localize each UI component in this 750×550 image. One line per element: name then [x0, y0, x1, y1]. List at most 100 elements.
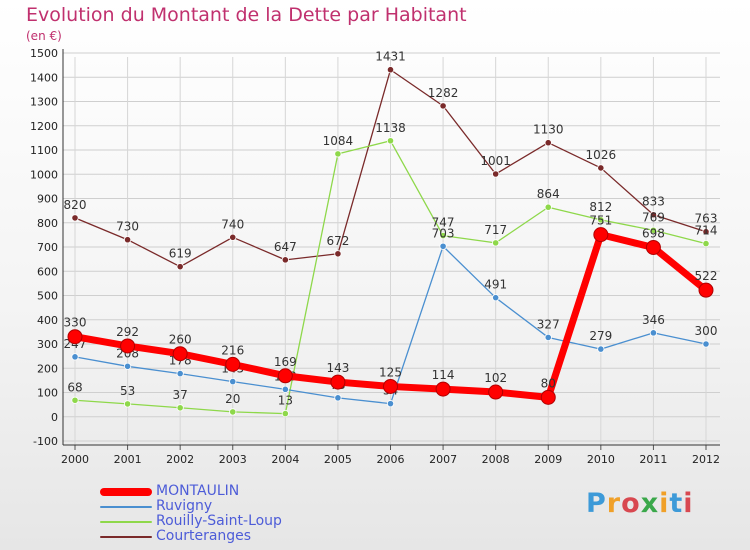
data-label: 1282: [428, 86, 459, 100]
data-point: [492, 170, 500, 178]
y-tick-label: 1400: [30, 71, 58, 84]
data-point: [386, 66, 395, 74]
data-point: [544, 333, 552, 342]
data-label: 1084: [323, 134, 354, 148]
legend-item: Ruvigny: [100, 499, 282, 514]
data-point: [229, 377, 237, 386]
data-label: 20: [225, 392, 240, 406]
data-label: 730: [116, 220, 139, 234]
data-point: [593, 227, 609, 243]
data-label: 714: [695, 224, 718, 238]
legend-item: MONTAULIN: [100, 484, 282, 499]
x-tick-label: 2010: [587, 453, 615, 466]
data-label: 1138: [375, 121, 406, 135]
data-label: 522: [695, 269, 718, 283]
data-point: [488, 384, 504, 400]
data-point: [71, 353, 79, 361]
data-label: 330: [64, 316, 87, 330]
data-point: [120, 338, 136, 354]
data-point: [645, 239, 661, 255]
data-point: [540, 389, 556, 405]
y-tick-label: 0: [51, 411, 58, 424]
data-point: [229, 233, 237, 241]
data-point: [176, 263, 184, 271]
data-point: [597, 216, 605, 224]
data-label: 647: [274, 240, 297, 254]
data-label: 80: [541, 376, 556, 390]
data-label: 812: [589, 200, 612, 214]
data-label: 672: [326, 234, 349, 248]
x-tick-label: 2009: [534, 453, 562, 466]
x-tick-label: 2008: [482, 453, 510, 466]
data-label: 1130: [533, 123, 564, 137]
x-tick-label: 2012: [692, 453, 720, 466]
data-point: [544, 139, 552, 147]
data-label: 864: [537, 187, 560, 201]
data-point: [229, 408, 237, 416]
data-label: 13: [278, 394, 293, 408]
y-tick-label: 700: [37, 241, 58, 254]
data-label: 68: [67, 380, 82, 394]
data-label: 491: [484, 278, 507, 292]
legend-label: Ruvigny: [156, 498, 213, 514]
data-point: [123, 362, 132, 370]
data-point: [172, 346, 188, 362]
data-label: 833: [642, 195, 665, 209]
data-label: 769: [642, 210, 665, 224]
legend-swatch: [100, 520, 152, 523]
data-label: 698: [642, 226, 665, 240]
data-label: 346: [642, 313, 665, 327]
data-label: 740: [221, 217, 244, 231]
data-point: [649, 211, 658, 219]
data-point: [649, 329, 658, 337]
data-point: [277, 368, 293, 384]
x-tick-label: 2000: [61, 453, 89, 466]
data-label: 279: [589, 329, 612, 343]
data-point: [71, 396, 79, 404]
y-tick-label: 1000: [30, 168, 58, 181]
data-point: [123, 400, 132, 408]
y-tick-label: -100: [33, 435, 58, 448]
data-label: 216: [221, 343, 244, 357]
data-label: 125: [379, 365, 402, 379]
legend-item: Rouilly-Saint-Loup: [100, 514, 282, 529]
data-point: [702, 340, 710, 348]
data-point: [492, 239, 500, 247]
data-point: [702, 228, 710, 236]
data-point: [439, 242, 447, 250]
data-label: 169: [274, 355, 297, 369]
data-label: 1001: [480, 154, 511, 168]
data-point: [649, 226, 658, 234]
y-tick-label: 300: [37, 338, 58, 351]
data-label: 300: [695, 324, 718, 338]
legend-label: Courteranges: [156, 528, 252, 544]
y-tick-label: 900: [37, 193, 58, 206]
data-label: 292: [116, 325, 139, 339]
y-tick-label: 1100: [30, 144, 58, 157]
data-point: [281, 409, 289, 418]
x-tick-label: 2002: [166, 453, 194, 466]
data-point: [698, 282, 714, 298]
data-point: [544, 203, 552, 211]
data-label: 717: [484, 223, 507, 237]
y-tick-label: 600: [37, 265, 58, 278]
data-label: 1431: [375, 50, 406, 64]
data-point: [435, 381, 451, 397]
x-tick-label: 2006: [377, 453, 405, 466]
data-label: 1026: [586, 148, 617, 162]
data-point: [597, 345, 605, 353]
y-tick-label: 400: [37, 314, 58, 327]
y-tick-label: 800: [37, 217, 58, 230]
y-tick-label: 100: [37, 387, 58, 400]
data-point: [334, 250, 342, 258]
x-tick-label: 2001: [114, 453, 142, 466]
data-point: [123, 236, 132, 244]
proxiti-logo: Proxiti: [586, 488, 694, 519]
unit-label: (en €): [26, 29, 62, 43]
x-tick-label: 2004: [271, 453, 299, 466]
data-label: 619: [169, 247, 192, 261]
x-tick-label: 2007: [429, 453, 457, 466]
data-label: 102: [484, 371, 507, 385]
